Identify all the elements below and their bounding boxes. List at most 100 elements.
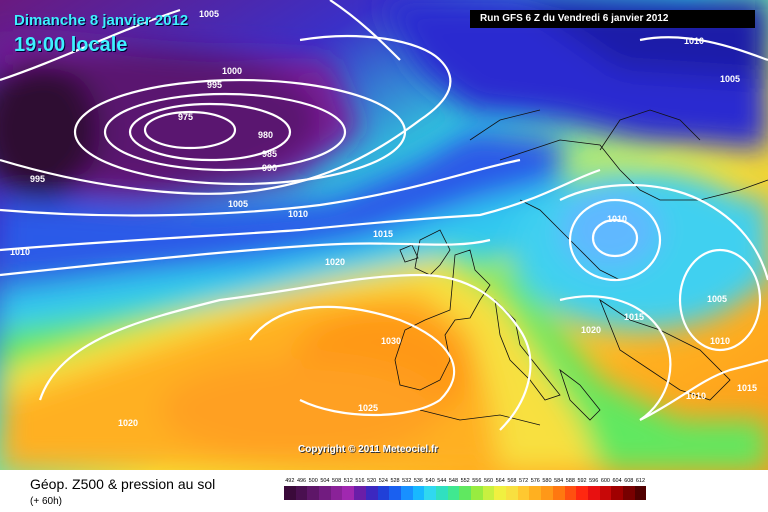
color-scale-bar xyxy=(284,486,752,500)
scale-swatch xyxy=(435,486,448,500)
scale-swatch xyxy=(599,486,612,500)
scale-swatch xyxy=(307,486,320,500)
forecast-offset: (+ 60h) xyxy=(30,496,62,507)
color-scale-labels: 492 496 500 504 508 512 516 520 524 528 532 536 540 5… xyxy=(284,478,752,484)
scale-label: 536 xyxy=(413,478,423,484)
scale-swatch xyxy=(541,486,553,500)
isobar-label: 995 xyxy=(207,80,222,90)
scale-swatch xyxy=(319,486,331,500)
scale-label: 508 xyxy=(332,478,342,484)
isobar-label: 980 xyxy=(258,130,273,140)
scale-label: 528 xyxy=(390,478,400,484)
forecast-time: 19:00 locale xyxy=(14,34,128,56)
scale-label: 576 xyxy=(530,478,540,484)
model-run-label: Run GFS 6 Z du Vendredi 6 janvier 2012 xyxy=(470,10,755,28)
scale-swatch xyxy=(634,486,647,500)
scale-swatch xyxy=(400,486,413,500)
scale-swatch xyxy=(587,486,600,500)
isobar-label: 1005 xyxy=(720,74,740,84)
scale-label: 600 xyxy=(600,478,610,484)
scale-swatch xyxy=(377,486,390,500)
isobar-label: 1010 xyxy=(710,336,730,346)
scale-swatch xyxy=(576,486,588,500)
scale-label: 608 xyxy=(624,478,634,484)
scale-label: 564 xyxy=(495,478,505,484)
scale-label: 548 xyxy=(448,478,459,484)
scale-label: 524 xyxy=(378,478,388,484)
map-footer: Géop. Z500 & pression au sol (+ 60h) 492… xyxy=(0,470,768,512)
color-scale: 492 496 500 504 508 512 516 520 524 528 532 536 540 5… xyxy=(284,478,752,500)
scale-label: 612 xyxy=(635,478,646,484)
isobar-label: 1020 xyxy=(118,418,138,428)
weather-map: 1005 1000 995 975 980 985 990 995 1005 1… xyxy=(0,0,768,470)
isobar-label: 1005 xyxy=(707,294,727,304)
scale-label: 532 xyxy=(402,478,412,484)
scale-swatch xyxy=(622,486,635,500)
scale-swatch xyxy=(424,486,436,500)
scale-swatch xyxy=(564,486,577,500)
scale-label: 496 xyxy=(296,478,307,484)
isobar-label: 1005 xyxy=(199,9,219,19)
scale-label: 572 xyxy=(519,478,529,484)
scale-label: 584 xyxy=(554,478,564,484)
scale-swatch xyxy=(330,486,343,500)
scale-label: 500 xyxy=(308,478,318,484)
scale-swatch xyxy=(611,486,623,500)
forecast-date: Dimanche 8 janvier 2012 xyxy=(14,12,189,29)
scale-label: 544 xyxy=(437,478,447,484)
scale-swatch xyxy=(354,486,366,500)
isobar-label: 1010 xyxy=(288,209,308,219)
scale-swatch xyxy=(552,486,565,500)
scale-label: 552 xyxy=(460,478,470,484)
scale-label: 540 xyxy=(425,478,435,484)
isobar-label: 1005 xyxy=(228,199,248,209)
scale-label: 504 xyxy=(320,478,330,484)
isobar-label: 975 xyxy=(178,112,193,122)
isobar-label: 1020 xyxy=(581,325,601,335)
scale-label: 604 xyxy=(612,478,622,484)
scale-swatch xyxy=(365,486,378,500)
isobar-label: 985 xyxy=(262,149,277,159)
isobar-label: 1010 xyxy=(10,247,30,257)
isobar-label: 995 xyxy=(30,174,45,184)
scale-swatch xyxy=(529,486,542,500)
isobar-label: 990 xyxy=(262,163,277,173)
scale-swatch xyxy=(412,486,425,500)
isobar-label: 1010 xyxy=(686,391,706,401)
scale-label: 592 xyxy=(577,478,587,484)
scale-swatch xyxy=(459,486,471,500)
isobar-label: 1015 xyxy=(737,383,757,393)
scale-label: 588 xyxy=(565,478,575,484)
isobars xyxy=(0,0,768,430)
scale-label: 512 xyxy=(343,478,353,484)
scale-label: 556 xyxy=(472,478,482,484)
isobar-label: 1000 xyxy=(222,66,242,76)
scale-label: 580 xyxy=(542,478,552,484)
scale-swatch xyxy=(517,486,530,500)
isobar-labels: 1005 1000 995 975 980 985 990 995 1005 1… xyxy=(10,9,757,428)
scale-swatch xyxy=(447,486,460,500)
scale-label: 516 xyxy=(355,478,365,484)
isobar-label: 1010 xyxy=(607,214,627,224)
isobar-label: 1030 xyxy=(381,336,401,346)
scale-swatch xyxy=(295,486,308,500)
isobar-label: 1015 xyxy=(624,312,644,322)
scale-swatch xyxy=(342,486,355,500)
isobar-label: 1020 xyxy=(325,257,345,267)
scale-label: 520 xyxy=(367,478,377,484)
copyright-text: Copyright © 2011 Meteociel.fr xyxy=(298,444,439,455)
scale-swatch xyxy=(471,486,483,500)
scale-swatch xyxy=(494,486,507,500)
scale-swatch xyxy=(389,486,401,500)
scale-label: 560 xyxy=(483,478,494,484)
scale-label: 568 xyxy=(507,478,517,484)
scale-label: 492 xyxy=(285,478,295,484)
map-title: Géop. Z500 & pression au sol xyxy=(30,476,216,492)
scale-swatch xyxy=(284,486,296,500)
isobar-label: 1015 xyxy=(373,229,393,239)
scale-swatch xyxy=(482,486,495,500)
isobar-label: 1010 xyxy=(684,36,704,46)
coastlines xyxy=(394,109,768,426)
scale-swatch xyxy=(506,486,518,500)
